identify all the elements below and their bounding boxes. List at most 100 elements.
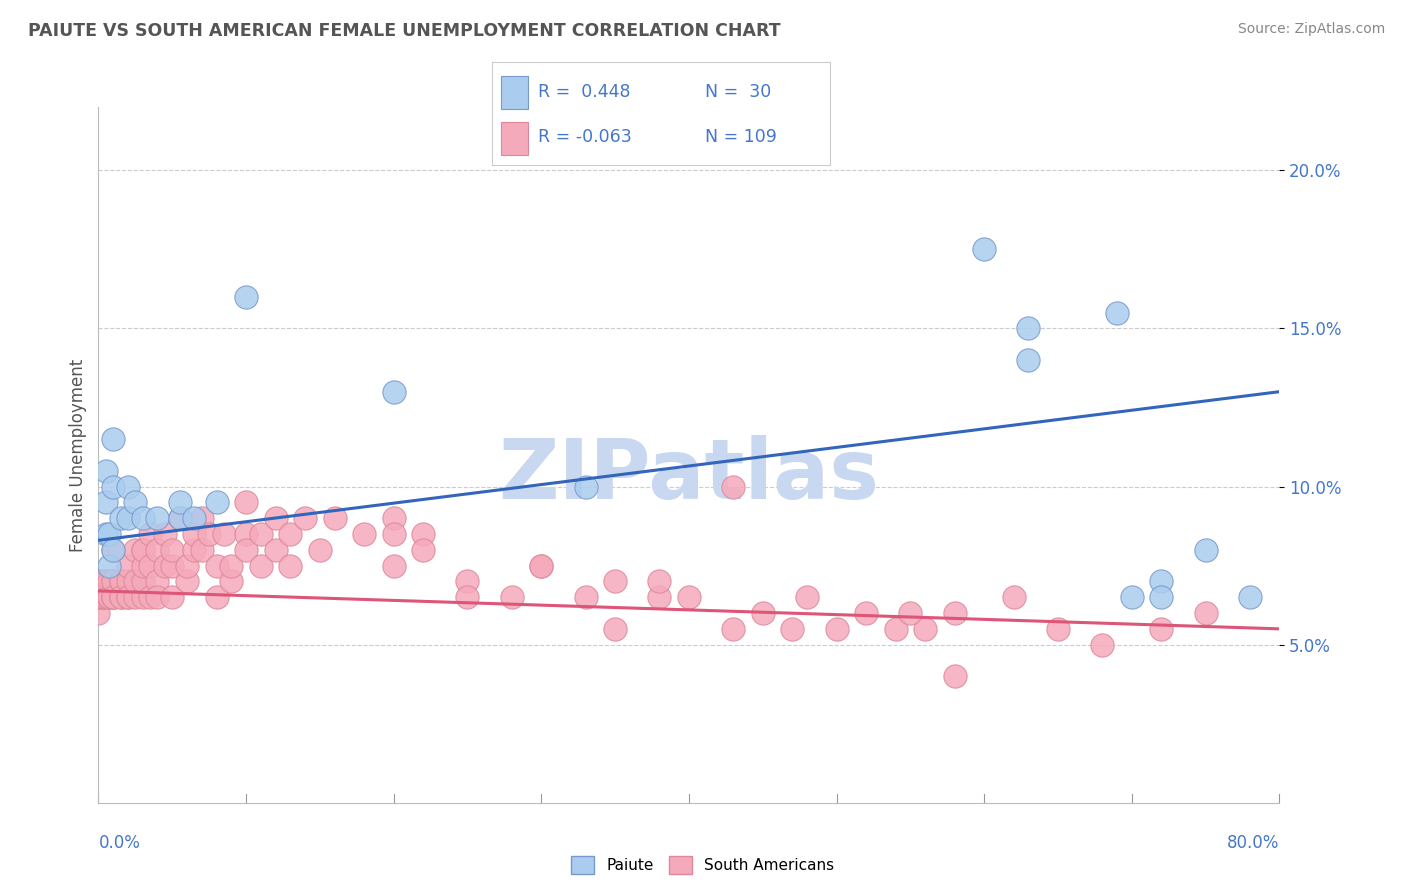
Point xyxy=(235,542,257,557)
Point xyxy=(1091,638,1114,652)
Point xyxy=(183,511,205,525)
Point xyxy=(1121,591,1143,605)
Text: R = -0.063: R = -0.063 xyxy=(537,128,631,146)
Point xyxy=(103,432,125,446)
Point xyxy=(97,591,120,605)
Text: N =  30: N = 30 xyxy=(704,83,770,101)
Point xyxy=(146,511,169,525)
Point xyxy=(825,622,848,636)
Point xyxy=(162,591,183,605)
Point xyxy=(103,542,125,557)
Point xyxy=(219,574,242,589)
Point xyxy=(110,511,132,525)
Point xyxy=(124,574,146,589)
Point xyxy=(139,591,162,605)
Point xyxy=(103,479,125,493)
Point xyxy=(97,591,120,605)
Point xyxy=(87,574,110,589)
Point xyxy=(146,574,169,589)
Point xyxy=(117,558,139,573)
Point xyxy=(648,591,671,605)
Point xyxy=(973,243,995,257)
Point xyxy=(94,495,117,509)
Point xyxy=(855,606,877,620)
Point xyxy=(412,542,434,557)
Text: ZIPatlas: ZIPatlas xyxy=(499,435,879,516)
Y-axis label: Female Unemployment: Female Unemployment xyxy=(69,359,87,551)
Point xyxy=(1150,622,1173,636)
Point xyxy=(169,511,191,525)
Point xyxy=(87,574,110,589)
Point xyxy=(176,574,198,589)
Point xyxy=(117,511,139,525)
Point xyxy=(117,574,139,589)
Point xyxy=(1239,591,1261,605)
Point xyxy=(205,558,228,573)
Point xyxy=(132,542,155,557)
Point xyxy=(132,542,155,557)
Point xyxy=(678,591,700,605)
Text: 0.0%: 0.0% xyxy=(98,834,141,852)
Point xyxy=(1046,622,1069,636)
Point xyxy=(456,591,478,605)
Point xyxy=(124,591,146,605)
Point xyxy=(1002,591,1025,605)
Point xyxy=(235,495,257,509)
Point xyxy=(212,527,235,541)
Point xyxy=(250,558,273,573)
Point xyxy=(176,558,198,573)
Point xyxy=(183,527,205,541)
Point xyxy=(91,591,114,605)
Point xyxy=(900,606,922,620)
Point xyxy=(943,606,966,620)
Point xyxy=(884,622,907,636)
Point xyxy=(87,591,110,605)
Point xyxy=(91,574,114,589)
Point xyxy=(139,527,162,541)
Point xyxy=(94,574,117,589)
Point xyxy=(132,574,155,589)
Point xyxy=(796,591,818,605)
Bar xyxy=(501,76,527,109)
Point xyxy=(250,527,273,541)
Point xyxy=(91,591,114,605)
Point xyxy=(382,384,405,399)
Point xyxy=(1150,591,1173,605)
Point xyxy=(309,542,332,557)
Point xyxy=(264,542,287,557)
Point xyxy=(605,574,627,589)
Point xyxy=(94,527,117,541)
Point xyxy=(605,622,627,636)
Point xyxy=(103,574,125,589)
Point xyxy=(456,574,478,589)
Point xyxy=(235,290,257,304)
Point xyxy=(574,479,596,493)
Point xyxy=(323,511,346,525)
Point xyxy=(103,591,125,605)
Point xyxy=(1017,353,1039,368)
Point xyxy=(574,591,596,605)
Point xyxy=(117,479,139,493)
Point xyxy=(117,591,139,605)
Point xyxy=(943,669,966,683)
Point xyxy=(169,495,191,509)
Point xyxy=(530,558,553,573)
Point xyxy=(110,574,132,589)
Point xyxy=(191,542,214,557)
Point xyxy=(169,511,191,525)
Point xyxy=(278,527,302,541)
Point xyxy=(146,542,169,557)
Point xyxy=(91,574,114,589)
Point xyxy=(162,558,183,573)
Point xyxy=(198,527,221,541)
Point xyxy=(648,574,671,589)
Point xyxy=(94,591,117,605)
Point xyxy=(97,574,120,589)
Point xyxy=(264,511,287,525)
Text: 80.0%: 80.0% xyxy=(1227,834,1279,852)
Text: PAIUTE VS SOUTH AMERICAN FEMALE UNEMPLOYMENT CORRELATION CHART: PAIUTE VS SOUTH AMERICAN FEMALE UNEMPLOY… xyxy=(28,22,780,40)
Point xyxy=(87,591,110,605)
Point xyxy=(1195,606,1218,620)
Point xyxy=(294,511,316,525)
Point xyxy=(501,591,523,605)
